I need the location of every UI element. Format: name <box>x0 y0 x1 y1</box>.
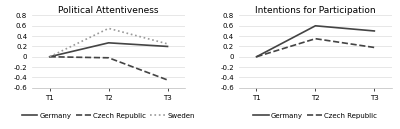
Title: Political Attentiveness: Political Attentiveness <box>58 6 159 15</box>
Title: Intentions for Participation: Intentions for Participation <box>255 6 376 15</box>
Legend: Germany, Czech Republic: Germany, Czech Republic <box>254 113 377 119</box>
Legend: Germany, Czech Republic, Sweden: Germany, Czech Republic, Sweden <box>22 113 195 119</box>
